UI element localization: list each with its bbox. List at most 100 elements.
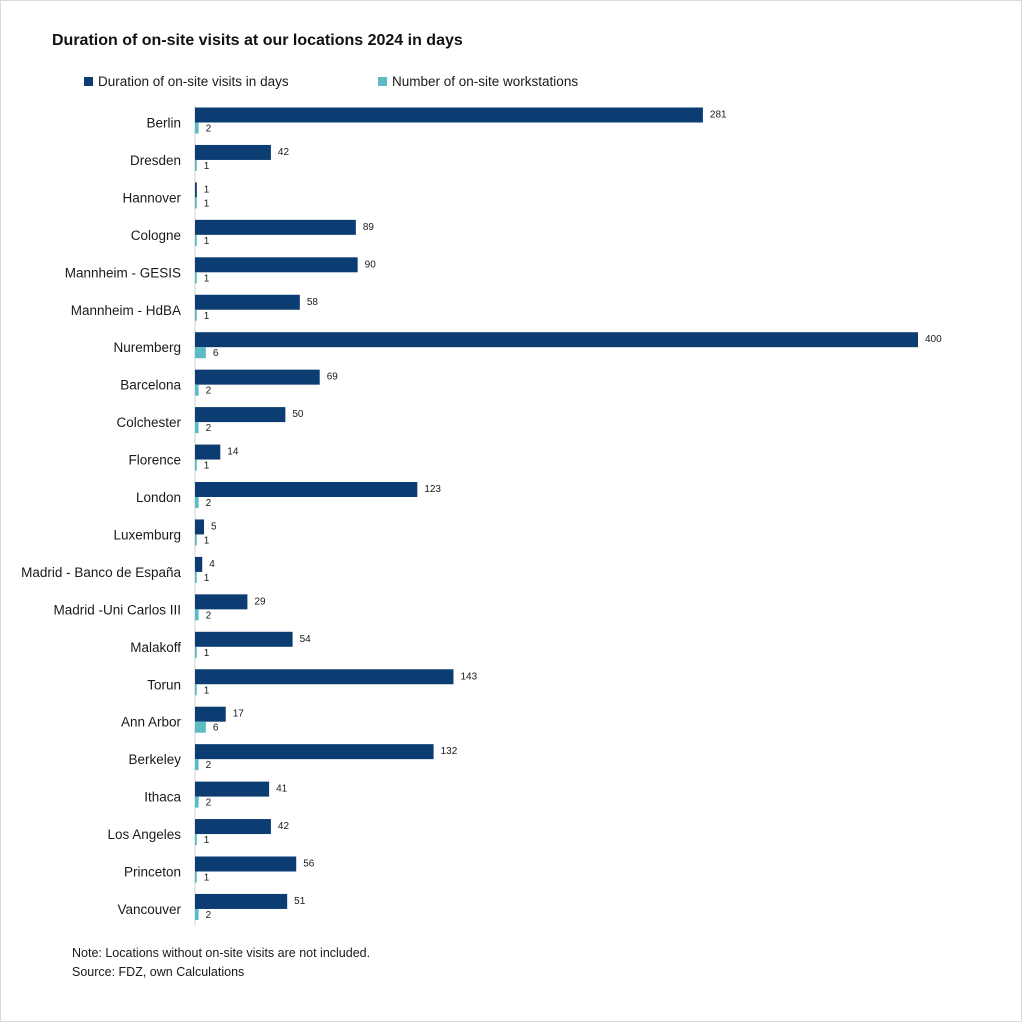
source-text: Source: FDZ, own Calculations — [72, 965, 245, 979]
category-label: Barcelona — [120, 378, 181, 393]
legend-item-workstations: Number of on-site workstations — [378, 74, 578, 89]
bar-workstations — [195, 197, 197, 209]
bar-duration — [195, 294, 300, 310]
category-label: Hannover — [122, 190, 181, 205]
data-label-workstations: 2 — [206, 386, 212, 397]
data-label-duration: 17 — [233, 709, 245, 720]
data-label-workstations: 1 — [204, 685, 210, 696]
category-label: Los Angeles — [107, 827, 181, 842]
data-label-workstations: 2 — [206, 610, 212, 621]
data-label-workstations: 1 — [204, 198, 210, 209]
category-label: Ithaca — [144, 790, 181, 805]
data-label-duration: 42 — [278, 147, 290, 158]
bar-workstations — [195, 534, 197, 546]
data-label-workstations: 1 — [204, 535, 210, 546]
category-label: Torun — [147, 677, 181, 692]
data-label-duration: 50 — [292, 409, 304, 420]
category-label: Dresden — [130, 153, 181, 168]
bar-duration — [195, 556, 203, 572]
bar-workstations — [195, 272, 197, 284]
chart-notes: Note: Locations without on-site visits a… — [72, 944, 370, 982]
data-label-duration: 132 — [441, 746, 458, 757]
data-label-duration: 41 — [276, 784, 288, 795]
category-label: Malakoff — [130, 640, 181, 655]
legend-item-duration: Duration of on-site visits in days — [84, 74, 289, 89]
category-label: Florence — [128, 453, 181, 468]
data-label-workstations: 2 — [206, 910, 212, 921]
data-label-duration: 69 — [327, 372, 339, 383]
data-label-workstations: 1 — [204, 311, 210, 322]
data-label-duration: 1 — [204, 184, 210, 195]
data-label-workstations: 1 — [204, 461, 210, 472]
bar-workstations — [195, 908, 199, 920]
bar-duration — [195, 332, 918, 348]
data-label-workstations: 1 — [204, 573, 210, 584]
bar-workstations — [195, 684, 197, 696]
data-label-duration: 14 — [227, 447, 239, 458]
data-label-duration: 56 — [303, 859, 315, 870]
category-label: Ann Arbor — [121, 715, 182, 730]
bar-duration — [195, 706, 226, 722]
bar-duration — [195, 369, 320, 385]
category-label: Mannheim - GESIS — [65, 265, 181, 280]
category-label: Berlin — [146, 116, 181, 131]
bar-duration — [195, 819, 271, 835]
data-label-workstations: 1 — [204, 873, 210, 884]
data-label-workstations: 1 — [204, 236, 210, 247]
data-label-duration: 29 — [254, 596, 266, 607]
bar-workstations — [195, 159, 197, 171]
bar-workstations — [195, 497, 199, 508]
bar-workstations — [195, 234, 197, 246]
data-label-duration: 42 — [278, 821, 290, 832]
data-label-workstations: 6 — [213, 723, 219, 734]
data-label-workstations: 1 — [204, 648, 210, 659]
bar-workstations — [195, 122, 199, 134]
bar-workstations — [195, 422, 199, 434]
bar-duration — [195, 407, 286, 423]
bar-duration — [195, 631, 293, 647]
category-label: Princeton — [124, 865, 181, 880]
bar-duration — [195, 444, 221, 460]
data-label-workstations: 1 — [204, 161, 210, 172]
bar-workstations — [195, 571, 197, 583]
bar-workstations — [195, 871, 197, 883]
legend-swatch-workstations — [378, 77, 387, 86]
bar-duration — [195, 519, 205, 535]
legend-label-duration: Duration of on-site visits in days — [98, 74, 289, 89]
data-label-duration: 51 — [294, 896, 306, 907]
bar-workstations — [195, 609, 199, 621]
bar-duration — [195, 107, 703, 123]
bar-duration — [195, 856, 297, 872]
bar-duration — [195, 594, 248, 610]
category-label: Mannheim - HdBA — [71, 303, 181, 318]
data-label-duration: 143 — [460, 671, 477, 682]
legend-label-workstations: Number of on-site workstations — [392, 74, 579, 89]
category-label: Colchester — [116, 415, 181, 430]
data-label-workstations: 2 — [206, 423, 212, 434]
bar-workstations — [195, 646, 197, 658]
category-label: Cologne — [131, 228, 181, 243]
data-label-duration: 400 — [925, 334, 942, 345]
data-label-workstations: 2 — [206, 798, 212, 809]
category-label: Luxemburg — [113, 527, 181, 542]
bar-duration — [195, 781, 270, 797]
data-label-duration: 58 — [307, 297, 319, 308]
category-label: London — [136, 490, 181, 505]
chart-title: Duration of on-site visits at our locati… — [52, 32, 463, 49]
bar-workstations — [195, 347, 206, 359]
bar-workstations — [195, 721, 206, 733]
data-label-duration: 281 — [710, 110, 727, 121]
data-label-workstations: 1 — [204, 273, 210, 284]
legend-swatch-duration — [84, 77, 93, 86]
data-label-workstations: 2 — [206, 124, 212, 135]
bar-workstations — [195, 834, 197, 846]
bar-duration — [195, 669, 454, 685]
bar-duration — [195, 482, 418, 497]
bar-duration — [195, 219, 356, 235]
bar-duration — [195, 144, 271, 160]
category-label: Nuremberg — [113, 340, 181, 355]
data-label-workstations: 6 — [213, 348, 219, 359]
bar-duration — [195, 893, 288, 909]
